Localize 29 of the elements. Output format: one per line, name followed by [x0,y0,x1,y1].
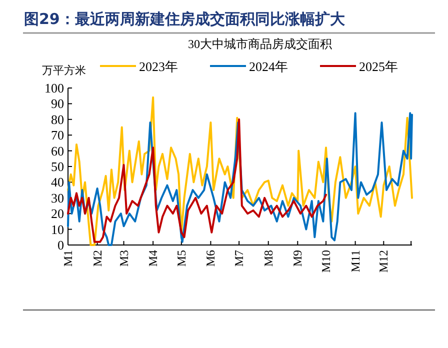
y-tick-label: 20 [51,206,64,222]
x-tick-label: M2 [90,250,104,267]
y-tick-label: 90 [51,96,64,112]
y-axis-title: 万平方米 [42,64,86,77]
x-tick-label: M5 [174,250,188,267]
y-tick-label: 50 [51,159,64,174]
y-tick-label: 80 [51,112,64,127]
y-tick-label: 0 [58,238,64,252]
legend-label: 2023年 [139,59,178,74]
x-tick-label: M1 [61,250,75,267]
y-tick-label: 70 [51,128,64,143]
y-tick-label: 100 [44,80,64,96]
chart-title: 图29：最近两周新建住房成交面积同比涨幅扩大 [24,10,346,28]
y-tick-label: 30 [51,190,64,206]
x-tick-label: M12 [376,250,391,273]
x-tick-label: M3 [116,250,131,267]
legend-title: 30大中城市商品房成交面积 [188,37,332,51]
x-tick-label: M4 [146,250,160,267]
y-tick-label: 60 [51,143,64,158]
legend-label: 2024年 [249,59,288,74]
legend-label: 2025年 [359,59,398,74]
y-tick-label: 40 [51,174,64,190]
x-tick-label: M8 [261,250,276,267]
x-tick-label: M10 [319,250,333,273]
y-tick-label: 10 [51,222,64,237]
x-tick-label: M9 [290,250,305,267]
x-tick-label: M7 [232,250,246,267]
x-tick-label: M11 [348,250,362,272]
x-tick-label: M6 [204,250,218,267]
